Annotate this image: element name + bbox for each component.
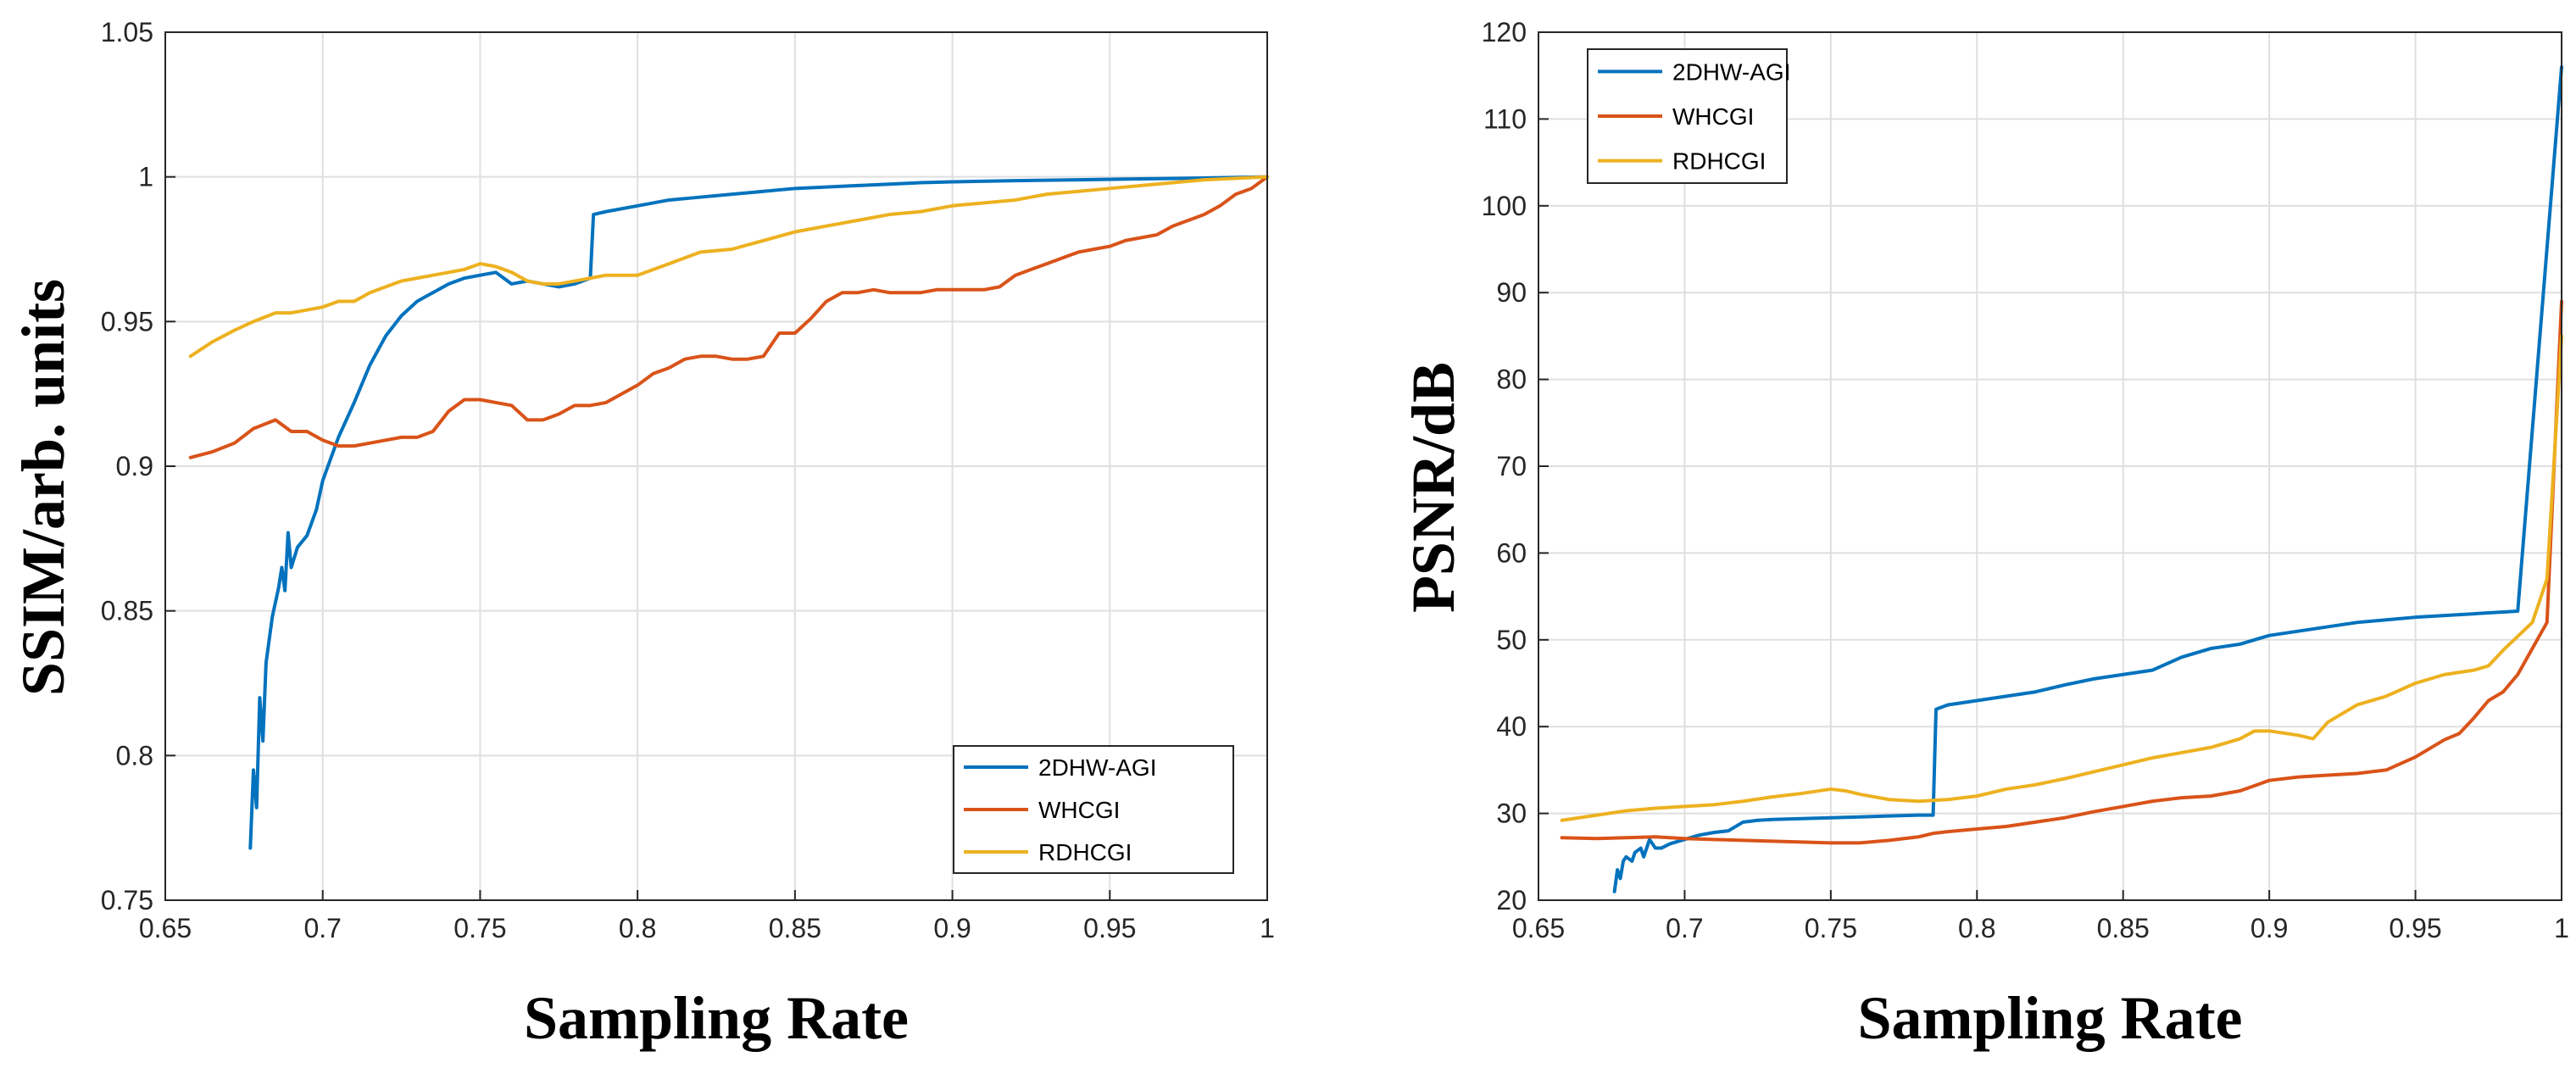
ssim-y-tick-label: 0.95 [101, 306, 153, 337]
psnr-y-tick-label: 120 [1482, 17, 1527, 47]
psnr-series-line-rdhcgi [1560, 334, 2563, 822]
ssim-x-tick-label: 0.7 [303, 913, 341, 943]
psnr-y-tick-label: 80 [1496, 364, 1527, 395]
ssim-y-tick-label: 1.05 [101, 17, 153, 47]
psnr-x-tick-label: 0.9 [2251, 913, 2288, 943]
ssim-series [188, 175, 1269, 850]
ssim-x-tick-label: 1 [1260, 913, 1275, 943]
ssim-chart: 0.65 0.7 0.75 0.8 0.85 0.9 0.95 1 0.75 0.8 0.85 0.9… [9, 17, 1275, 1052]
ssim-x-tick-label: 0.95 [1083, 913, 1136, 943]
psnr-x-tick-label: 0.75 [1805, 913, 1857, 943]
psnr-y-tick-label: 90 [1496, 277, 1527, 308]
ssim-y-tick-label: 0.85 [101, 596, 153, 626]
ssim-x-ticks: 0.65 0.7 0.75 0.8 0.85 0.9 0.95 1 [139, 890, 1275, 943]
ssim-y-tick-label: 0.8 [116, 740, 153, 771]
ssim-x-axis-title: Sampling Rate [524, 984, 909, 1052]
psnr-x-tick-label: 0.8 [1958, 913, 1995, 943]
psnr-y-tick-label: 60 [1496, 537, 1527, 568]
ssim-x-tick-label: 0.9 [933, 913, 971, 943]
psnr-y-tick-label: 50 [1496, 625, 1527, 655]
ssim-series-line-whcgi [188, 175, 1269, 459]
ssim-legend-label: RDHCGI [1038, 839, 1132, 865]
psnr-x-tick-label: 1 [2554, 913, 2569, 943]
psnr-x-ticks: 0.65 0.7 0.75 0.8 0.85 0.9 0.95 1 [1512, 890, 2569, 943]
psnr-x-tick-label: 0.7 [1666, 913, 1703, 943]
psnr-y-ticks: 20 30 40 50 60 70 80 90 100 110 120 [1482, 17, 1549, 915]
ssim-x-tick-label: 0.65 [139, 913, 192, 943]
psnr-legend-label: RDHCGI [1672, 148, 1766, 175]
psnr-y-tick-label: 40 [1496, 711, 1527, 742]
ssim-x-tick-label: 0.8 [619, 913, 656, 943]
psnr-y-tick-label: 110 [1483, 103, 1527, 134]
psnr-legend: 2DHW-AGI WHCGI RDHCGI [1587, 48, 1791, 184]
psnr-y-tick-label: 70 [1496, 451, 1527, 481]
ssim-y-tick-label: 0.75 [101, 885, 153, 915]
psnr-legend-label: WHCGI [1672, 103, 1754, 130]
psnr-y-tick-label: 20 [1496, 885, 1527, 915]
psnr-x-axis-title: Sampling Rate [1857, 984, 2242, 1052]
psnr-y-tick-label: 100 [1482, 191, 1527, 221]
psnr-y-tick-label: 30 [1496, 798, 1527, 829]
ssim-y-tick-label: 0.9 [116, 451, 153, 481]
ssim-legend-label: WHCGI [1038, 797, 1120, 823]
psnr-series [1560, 64, 2563, 893]
ssim-y-axis-title: SSIM/arb. units [9, 279, 77, 696]
ssim-x-tick-label: 0.85 [769, 913, 821, 943]
psnr-x-tick-label: 0.95 [2389, 913, 2441, 943]
ssim-series-line-rdhcgi [188, 175, 1269, 359]
psnr-legend-label: 2DHW-AGI [1672, 58, 1791, 85]
ssim-legend: 2DHW-AGI WHCGI RDHCGI [953, 745, 1234, 874]
ssim-x-tick-label: 0.75 [453, 913, 506, 943]
psnr-series-line-whcgi [1560, 299, 2563, 845]
psnr-chart: 0.65 0.7 0.75 0.8 0.85 0.9 0.95 120304050607080… [1399, 17, 2569, 1052]
ssim-legend-label: 2DHW-AGI [1038, 754, 1157, 781]
psnr-series-line-2dhw-agi [1612, 64, 2563, 893]
psnr-y-axis-title: PSNR/dB [1399, 362, 1467, 613]
ssim-y-tick-label: 1 [138, 162, 153, 192]
psnr-x-tick-label: 0.85 [2097, 913, 2150, 943]
ssim-grid [165, 32, 1267, 900]
psnr-x-tick-label: 0.65 [1512, 913, 1565, 943]
ssim-y-ticks: 0.75 0.8 0.85 0.9 0.95 1 1.05 [101, 17, 175, 915]
ssim-series-line-2dhw-agi [248, 175, 1269, 850]
